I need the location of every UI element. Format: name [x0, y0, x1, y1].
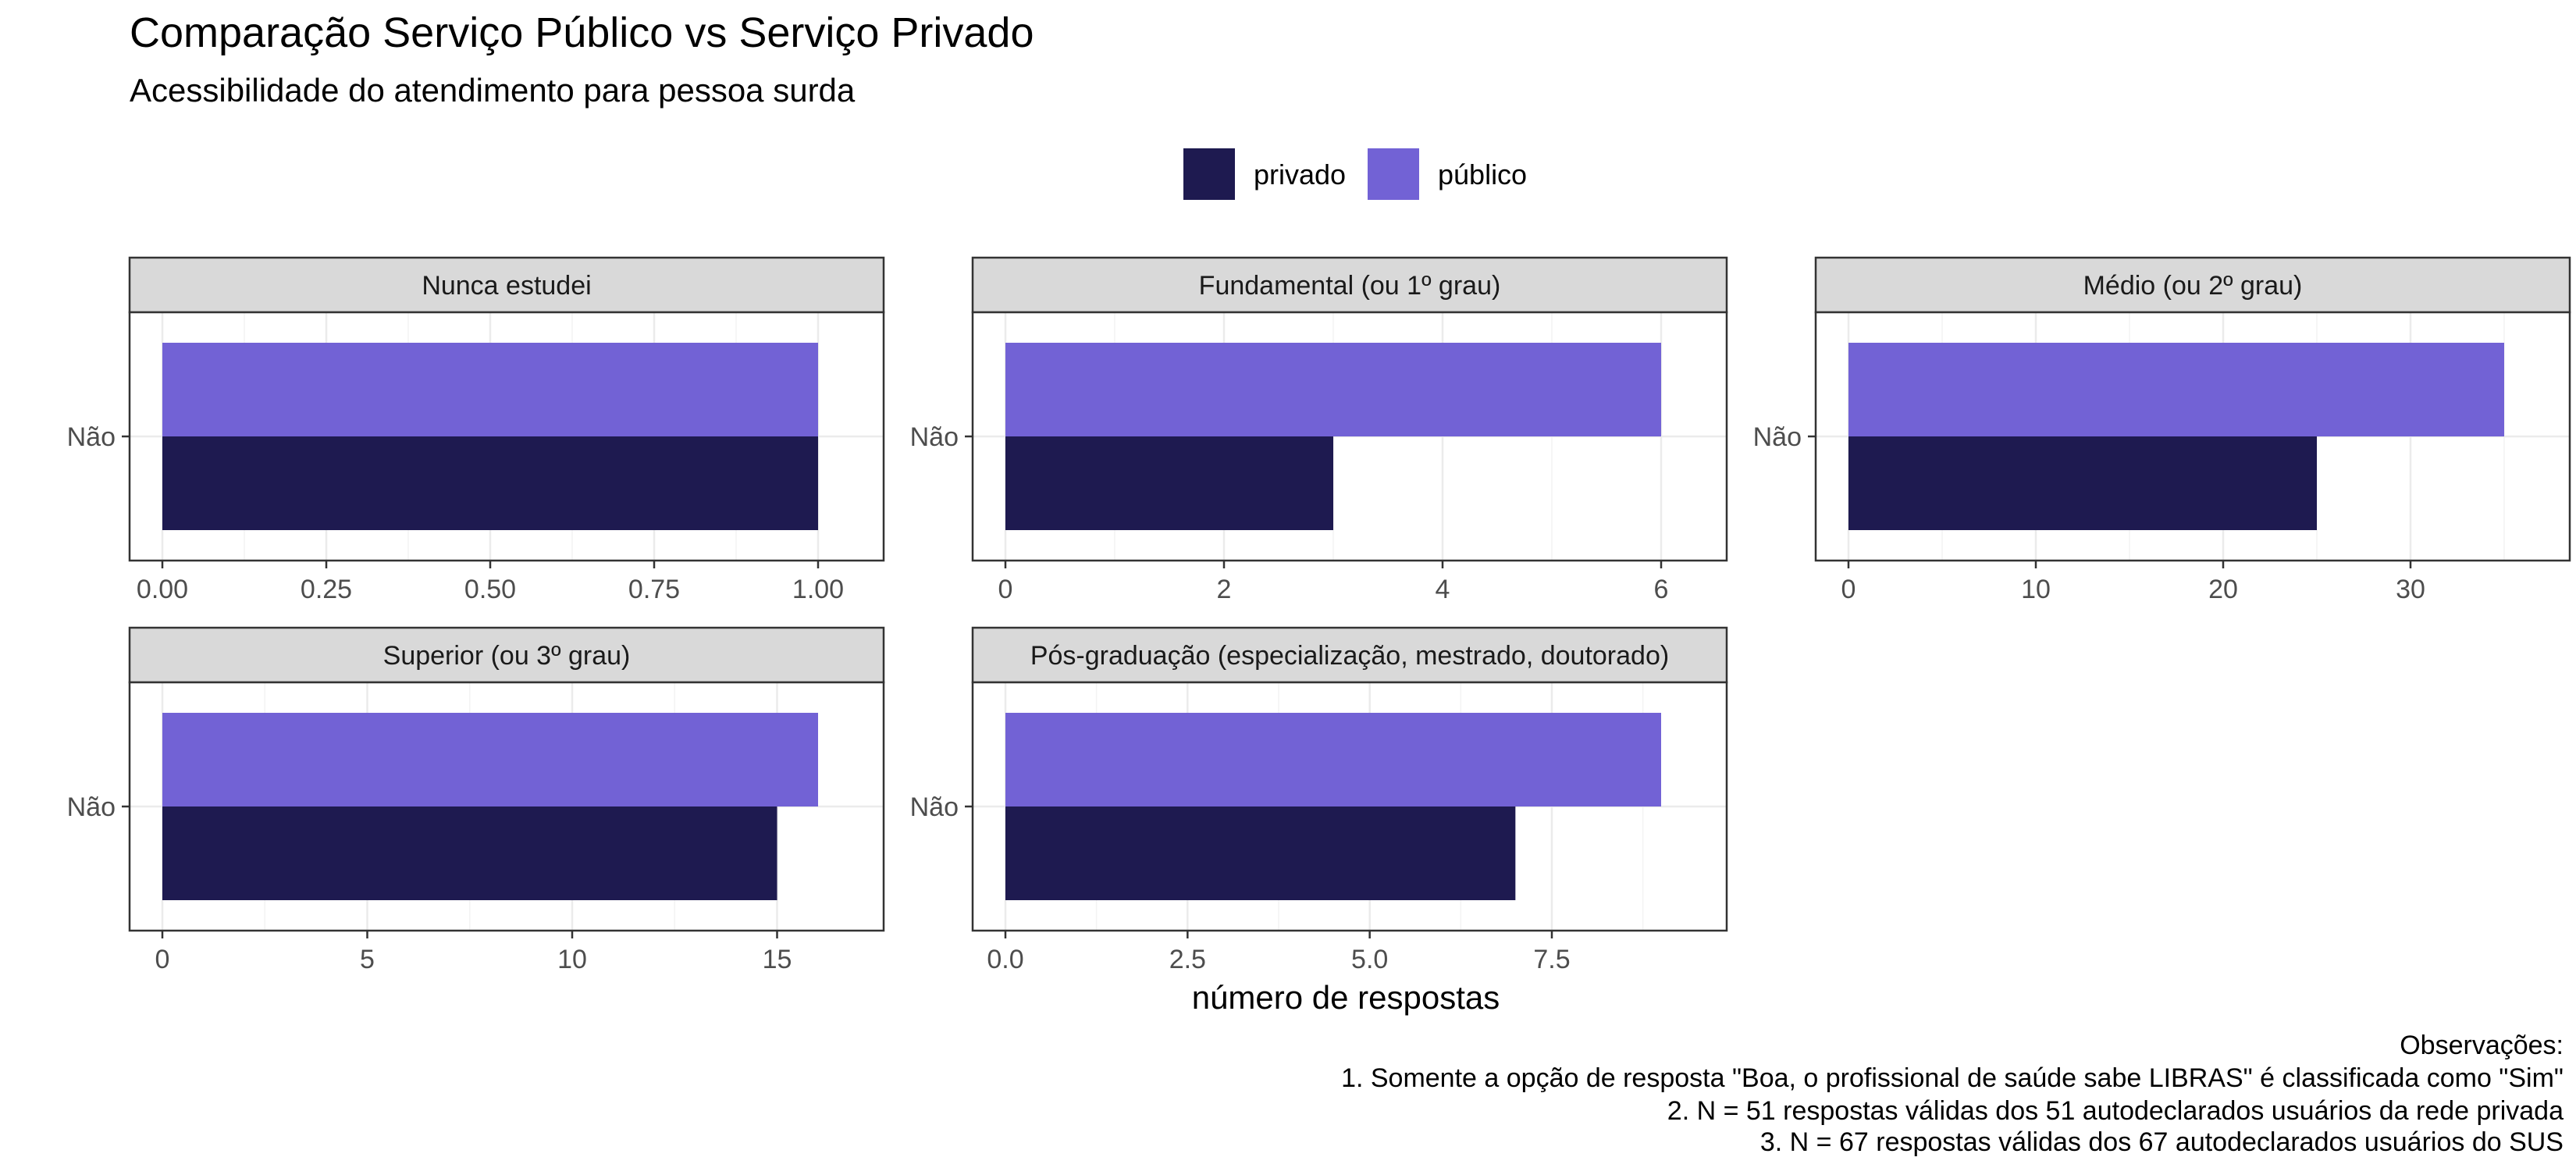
bar-publico	[162, 343, 818, 436]
bar-publico	[162, 713, 818, 806]
chart-title: Comparação Serviço Público vs Serviço Pr…	[130, 9, 1034, 56]
bar-privado	[162, 806, 777, 900]
caption-line-3: 2. N = 51 respostas válidas dos 51 autod…	[1667, 1096, 2564, 1126]
y-tick-label: Não	[67, 422, 116, 452]
facet-panel: Superior (ou 3º grau) Não 0 5 10 15	[67, 626, 885, 974]
bar-publico	[1848, 343, 2504, 436]
facet-strip-label: Nunca estudei	[422, 271, 591, 301]
chart-subtitle: Acessibilidade do atendimento para pesso…	[130, 72, 856, 109]
x-tick-label: 4	[1436, 575, 1450, 604]
x-tick-label: 10	[2021, 575, 2051, 604]
facet-strip	[128, 626, 885, 684]
x-tick-label: 0	[155, 945, 170, 974]
legend-label-privado: privado	[1254, 158, 1346, 190]
legend-swatch-publico	[1368, 148, 1419, 200]
x-tick-label: 30	[2396, 575, 2425, 604]
facet-strip	[128, 256, 885, 314]
facet-panel: Fundamental (ou 1º grau) Não 0 2 4 6	[910, 256, 1728, 604]
facet-strip-label: Pós-graduação (especialização, mestrado,…	[1030, 641, 1669, 671]
y-tick-label: Não	[67, 792, 116, 822]
bar-privado	[1848, 436, 2317, 530]
x-tick-label: 7.5	[1533, 945, 1570, 974]
bar-privado	[162, 436, 818, 530]
x-tick-label: 0.00	[137, 575, 188, 604]
y-tick-label: Não	[910, 792, 959, 822]
bar-privado	[1005, 806, 1516, 900]
x-tick-label: 0.25	[301, 575, 352, 604]
facet-strip-label: Fundamental (ou 1º grau)	[1199, 271, 1501, 301]
x-tick-label: 0.0	[987, 945, 1023, 974]
x-tick-label: 0	[1841, 575, 1856, 604]
caption-line-4: 3. N = 67 respostas válidas dos 67 autod…	[1760, 1127, 2564, 1157]
x-tick-label: 15	[763, 945, 792, 974]
x-tick-label: 2	[1217, 575, 1232, 604]
x-tick-label: 6	[1654, 575, 1669, 604]
legend-swatch-privado	[1183, 148, 1235, 200]
x-tick-label: 5	[360, 945, 375, 974]
facet-strip-label: Superior (ou 3º grau)	[383, 641, 631, 671]
x-tick-label: 1.00	[792, 575, 844, 604]
facet-strip-label: Médio (ou 2º grau)	[2083, 271, 2303, 301]
bar-publico	[1005, 713, 1661, 806]
x-axis-title: número de respostas	[1192, 979, 1500, 1016]
bar-publico	[1005, 343, 1661, 436]
caption: Observações: 1. Somente a opção de respo…	[1341, 1031, 2564, 1157]
x-tick-label: 0.50	[464, 575, 516, 604]
x-tick-label: 5.0	[1351, 945, 1388, 974]
y-tick-label: Não	[1753, 422, 1802, 452]
y-tick-label: Não	[910, 422, 959, 452]
x-tick-label: 10	[557, 945, 587, 974]
x-tick-label: 0.75	[628, 575, 680, 604]
facet-panel: Nunca estudei Não 0.00 0.25 0.50 0.75 1.00	[67, 256, 885, 604]
bar-privado	[1005, 436, 1333, 530]
x-tick-label: 2.5	[1169, 945, 1206, 974]
legend-label-publico: público	[1438, 158, 1527, 190]
legend: privado público	[1183, 148, 1527, 200]
x-tick-label: 20	[2208, 575, 2238, 604]
facet-panel: Médio (ou 2º grau) Não 0 10 20 30	[1753, 256, 2571, 604]
x-tick-label: 0	[998, 575, 1013, 604]
facet-panel: Pós-graduação (especialização, mestrado,…	[910, 626, 1728, 974]
caption-line-2: 1. Somente a opção de resposta "Boa, o p…	[1341, 1063, 2564, 1093]
caption-line-1: Observações:	[2400, 1031, 2564, 1060]
